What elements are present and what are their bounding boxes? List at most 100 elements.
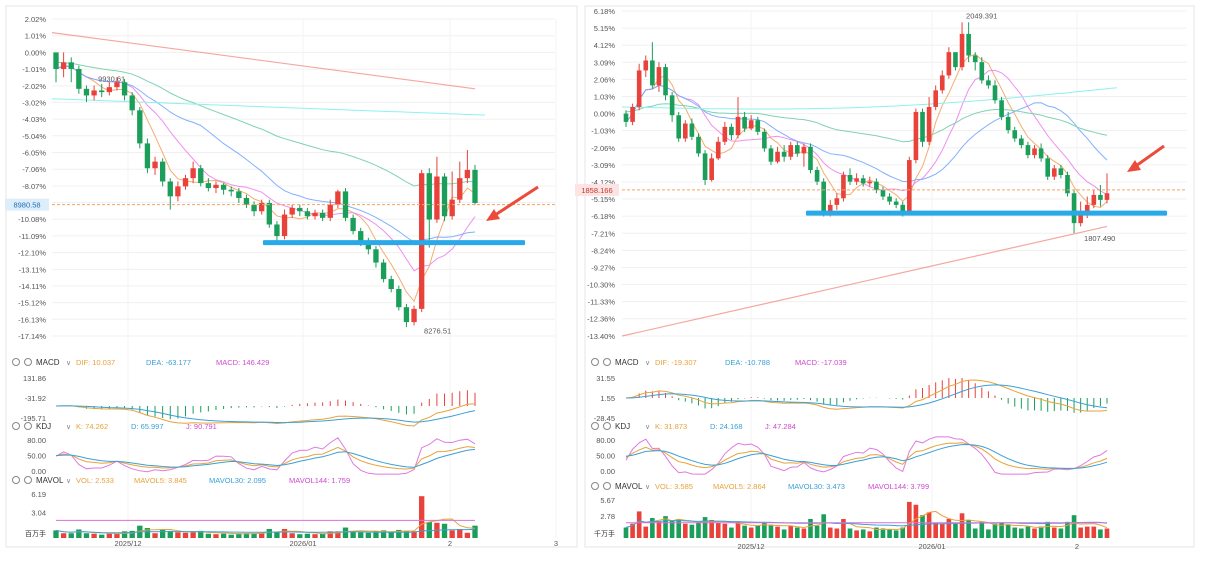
price-tick-label: 4.12% — [594, 41, 616, 50]
mavol-ma30: MAVOL30: 3.473 — [788, 482, 845, 491]
volume-bar — [715, 522, 721, 538]
candle-body — [281, 214, 288, 237]
volume-bar — [847, 528, 853, 538]
mavol-vol: VOL: 3.585 — [655, 482, 693, 491]
candle-body — [656, 67, 662, 86]
candle-body — [795, 145, 800, 154]
volume-bar — [251, 533, 257, 538]
volume-bar — [350, 531, 356, 538]
price-tick-label: -10.30% — [587, 281, 615, 290]
volume-bar — [335, 531, 341, 538]
mavol-ma144: MAVOL144: 3.799 — [868, 482, 929, 491]
candle-body — [121, 82, 128, 96]
kdj-k-line — [55, 446, 476, 470]
kdj-tick-label: 50.00 — [596, 452, 615, 461]
price-tick-label: -3.02% — [22, 98, 46, 107]
candle-body — [893, 201, 899, 205]
candle-body — [91, 90, 97, 96]
macd-dea: DEA: -63.177 — [146, 358, 191, 367]
volume-bar — [297, 534, 303, 538]
kdj-k: K: 74.262 — [76, 422, 108, 431]
price-tick-label: -2.06% — [591, 144, 615, 153]
candle-body — [854, 178, 859, 182]
ma-line-ma10 — [625, 69, 1108, 195]
volume-bar — [979, 521, 985, 538]
mavol-tick-label: 6.19 — [31, 490, 46, 499]
volume-bar — [1045, 521, 1051, 538]
candle-body — [768, 148, 774, 162]
volume-bar — [702, 517, 708, 538]
ma-line-long — [621, 225, 1108, 337]
candle-body — [182, 178, 189, 187]
volume-bar — [365, 532, 372, 538]
price-tick-label: -7.21% — [591, 229, 615, 238]
volume-bar — [795, 527, 800, 538]
settings-icon — [12, 422, 20, 430]
price-tick-label: 0.00% — [594, 110, 616, 119]
mavol-unit-label: 百万手 — [25, 529, 46, 538]
candle-body — [874, 181, 879, 190]
support-line — [263, 240, 525, 246]
price-tick-label: -8.24% — [591, 246, 615, 255]
candle-body — [167, 181, 173, 197]
volume-bar — [167, 530, 173, 538]
candle-body — [762, 131, 767, 149]
mavol-header: MAVOL ∨ VOL: 2.533 MAVOL5: 3.845 MAVOL30: 2.… — [12, 476, 350, 485]
volume-bar — [243, 533, 250, 538]
candle-body — [259, 202, 265, 212]
candle-body — [205, 183, 212, 189]
volume-bar — [814, 525, 820, 538]
volume-bar — [834, 528, 840, 538]
macd-dif: DIF: -19.307 — [655, 358, 697, 367]
candle-body — [808, 146, 813, 171]
volume-bar — [289, 533, 295, 538]
candle-body — [304, 211, 311, 217]
price-tick-label: -15.12% — [18, 299, 46, 308]
price-tick-label: -17.14% — [18, 332, 46, 341]
ma-line-ma20 — [55, 65, 476, 243]
candle-body — [801, 146, 807, 154]
kdj-tick-label: 80.00 — [596, 436, 615, 445]
settings-icon — [591, 358, 599, 366]
candle-body — [663, 67, 668, 96]
volume-bar — [388, 532, 394, 538]
candle-body — [319, 212, 326, 218]
volume-bar — [144, 528, 151, 538]
candle-body — [403, 307, 410, 323]
close-icon — [603, 482, 611, 490]
kdj-d: D: 65.997 — [131, 422, 164, 431]
volume-bar — [358, 532, 364, 538]
price-tick-label: -4.12% — [591, 178, 615, 187]
candle-body — [933, 90, 938, 107]
kdj-k: K: 31.873 — [655, 422, 687, 431]
volume-bar — [464, 532, 471, 538]
candle-body — [152, 161, 158, 169]
price-grid: 6.18% 5.15% 4.12% 3.09% 2.06% 1.03% 0.00% -1.03… — [587, 7, 1187, 538]
price-tick-label: -9.27% — [591, 263, 615, 272]
candle-body — [60, 62, 67, 69]
volume-bar — [953, 523, 958, 538]
volume-bar — [159, 529, 166, 538]
close-icon — [24, 358, 32, 366]
volume-bar — [380, 530, 387, 538]
candle-body — [76, 68, 82, 89]
volume-bar — [319, 533, 326, 538]
volume-bar — [709, 519, 714, 538]
settings-icon — [12, 476, 20, 484]
volume-bar — [880, 528, 886, 538]
price-tick-label: 0.00% — [25, 48, 47, 57]
candle-body — [788, 145, 794, 157]
candle-body — [748, 120, 754, 129]
mavol-header: MAVOL ∨ VOL: 3.585 MAVOL5: 2.864 MAVOL30: 3.… — [591, 482, 929, 491]
price-tick-label: -7.06% — [22, 165, 46, 174]
candle-body — [827, 204, 833, 214]
candle-body — [1038, 148, 1044, 159]
price-grid: 2.02% 1.01% 0.00% -1.01% -2.02% -3.02% -4.03% -… — [18, 15, 557, 538]
volume-bar — [920, 515, 925, 538]
candle-body — [966, 33, 971, 56]
candle-body — [689, 123, 695, 137]
volume-bar — [775, 526, 780, 538]
close-icon — [24, 422, 32, 430]
annotation-arrow-head — [486, 209, 500, 221]
chart-panel-left: 2.02% 1.01% 0.00% -1.01% -2.02% -3.02% -4.03% -… — [5, 5, 578, 548]
